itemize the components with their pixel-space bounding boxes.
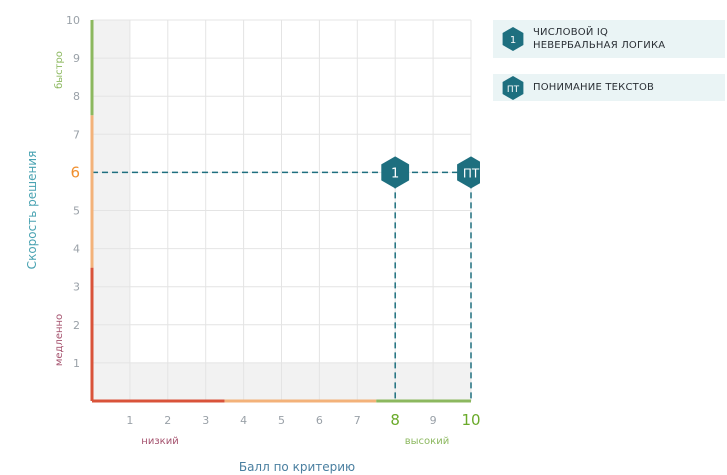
legend-item-numeric-iq: 1 Числовой IQ Невербальная логика bbox=[493, 20, 725, 58]
x-tick-label-2: 2 bbox=[164, 414, 171, 427]
data-points: 1 ПТ bbox=[381, 156, 480, 189]
y-tick-label-5: 5 bbox=[73, 205, 80, 218]
x-tick-label-5: 5 bbox=[278, 414, 285, 427]
data-point-label-1: ПТ bbox=[463, 166, 480, 180]
zone-labels: низкий высокий медленно быстро bbox=[54, 51, 449, 447]
y-tick-label-9: 9 bbox=[73, 52, 80, 65]
legend-badge-pt: ПТ bbox=[502, 75, 524, 100]
legend-badge-hexagon bbox=[502, 27, 524, 51]
y-zone-label-slow: медленно bbox=[54, 314, 65, 366]
y-tick-label-2: 2 bbox=[73, 319, 80, 332]
legend-badge-label: 1 bbox=[510, 35, 516, 46]
data-point-marker-0 bbox=[381, 156, 410, 189]
data-point-marker-1 bbox=[457, 156, 480, 189]
y-tick-label-7: 7 bbox=[73, 128, 80, 141]
y-tick-label-1: 1 bbox=[73, 357, 80, 370]
legend-badge-hexagon bbox=[502, 75, 524, 100]
x-tick-label-4: 4 bbox=[240, 414, 247, 427]
legend: 1 Числовой IQ Невербальная логика ПТ Пон… bbox=[493, 20, 725, 117]
tick-labels: 1 2 3 4 5 6 7 8 9 10 1 2 3 4 5 6 7 8 9 10 bbox=[66, 14, 480, 429]
legend-badge-label: ПТ bbox=[507, 85, 520, 95]
x-zone-label-high: высокий bbox=[405, 436, 449, 447]
x-tick-label-7: 7 bbox=[354, 414, 361, 427]
x-tick-label-6: 6 bbox=[316, 414, 323, 427]
grid bbox=[92, 19, 472, 401]
x-tick-label-8: 8 bbox=[390, 411, 400, 429]
x-tick-label-9: 9 bbox=[430, 414, 437, 427]
x-tick-label-1: 1 bbox=[126, 414, 133, 427]
legend-item-text-comprehension: ПТ Понимание текстов bbox=[493, 74, 725, 101]
x-tick-label-10: 10 bbox=[461, 411, 480, 429]
axes bbox=[90, 20, 471, 403]
x-zone-label-low: низкий bbox=[141, 436, 178, 447]
legend-label-line-1: Числовой IQ bbox=[533, 27, 609, 38]
y-tick-label-6: 6 bbox=[70, 163, 80, 181]
data-point-label-0: 1 bbox=[391, 166, 399, 181]
y-zone-label-fast: быстро bbox=[54, 51, 65, 89]
y-tick-label-8: 8 bbox=[73, 90, 80, 103]
scatter-chart: 1 2 3 4 5 6 7 8 9 10 1 2 3 4 5 6 7 8 9 10 низкий высокий медл… bbox=[25, 14, 480, 474]
legend-badge-1: 1 bbox=[502, 27, 524, 51]
x-tick-label-3: 3 bbox=[202, 414, 209, 427]
y-tick-label-10: 10 bbox=[66, 14, 80, 27]
y-tick-label-3: 3 bbox=[73, 281, 80, 294]
y-axis-label: Скорость решения bbox=[25, 151, 39, 270]
legend-label-line-1: Понимание текстов bbox=[533, 82, 655, 93]
legend-label-line-2: Невербальная логика bbox=[533, 40, 666, 51]
y-tick-label-4: 4 bbox=[73, 243, 80, 256]
x-axis-label: Балл по критерию bbox=[239, 460, 355, 474]
